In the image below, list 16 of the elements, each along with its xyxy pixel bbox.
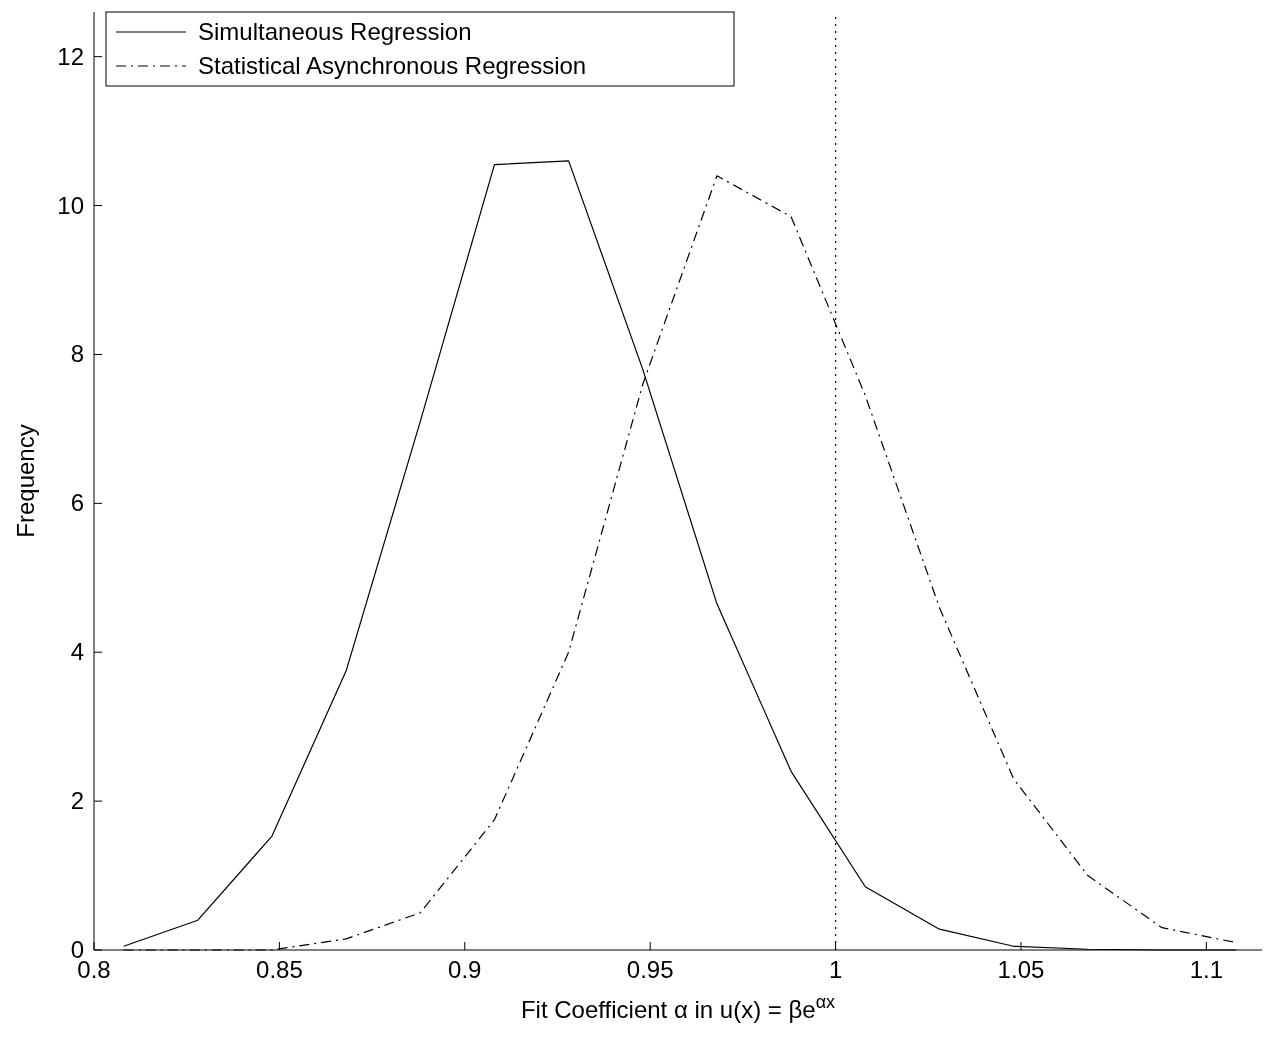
y-tick-label: 2 bbox=[70, 787, 84, 815]
y-tick-label: 8 bbox=[70, 340, 84, 368]
x-tick-label: 0.85 bbox=[256, 956, 303, 983]
y-tick-label: 6 bbox=[70, 489, 84, 517]
x-tick-label: 1 bbox=[828, 956, 843, 983]
x-tick-label: 1.1 bbox=[1189, 956, 1224, 983]
y-tick-label: 10 bbox=[57, 191, 84, 219]
legend-label: Statistical Asynchronous Regression bbox=[198, 52, 587, 79]
x-tick-label: 1.05 bbox=[997, 956, 1045, 983]
y-tick-label: 4 bbox=[70, 638, 84, 666]
legend-label: Simultaneous Regression bbox=[198, 18, 472, 45]
y-tick-label: 12 bbox=[57, 42, 84, 70]
x-axis-title: Fit Coefficient α in u(x) = βe$^{αx}$ bbox=[520, 992, 836, 1023]
x-tick-label: 0.9 bbox=[448, 956, 482, 983]
y-axis-title: Frequency bbox=[12, 424, 39, 538]
x-tick-label: 0.95 bbox=[626, 956, 674, 983]
